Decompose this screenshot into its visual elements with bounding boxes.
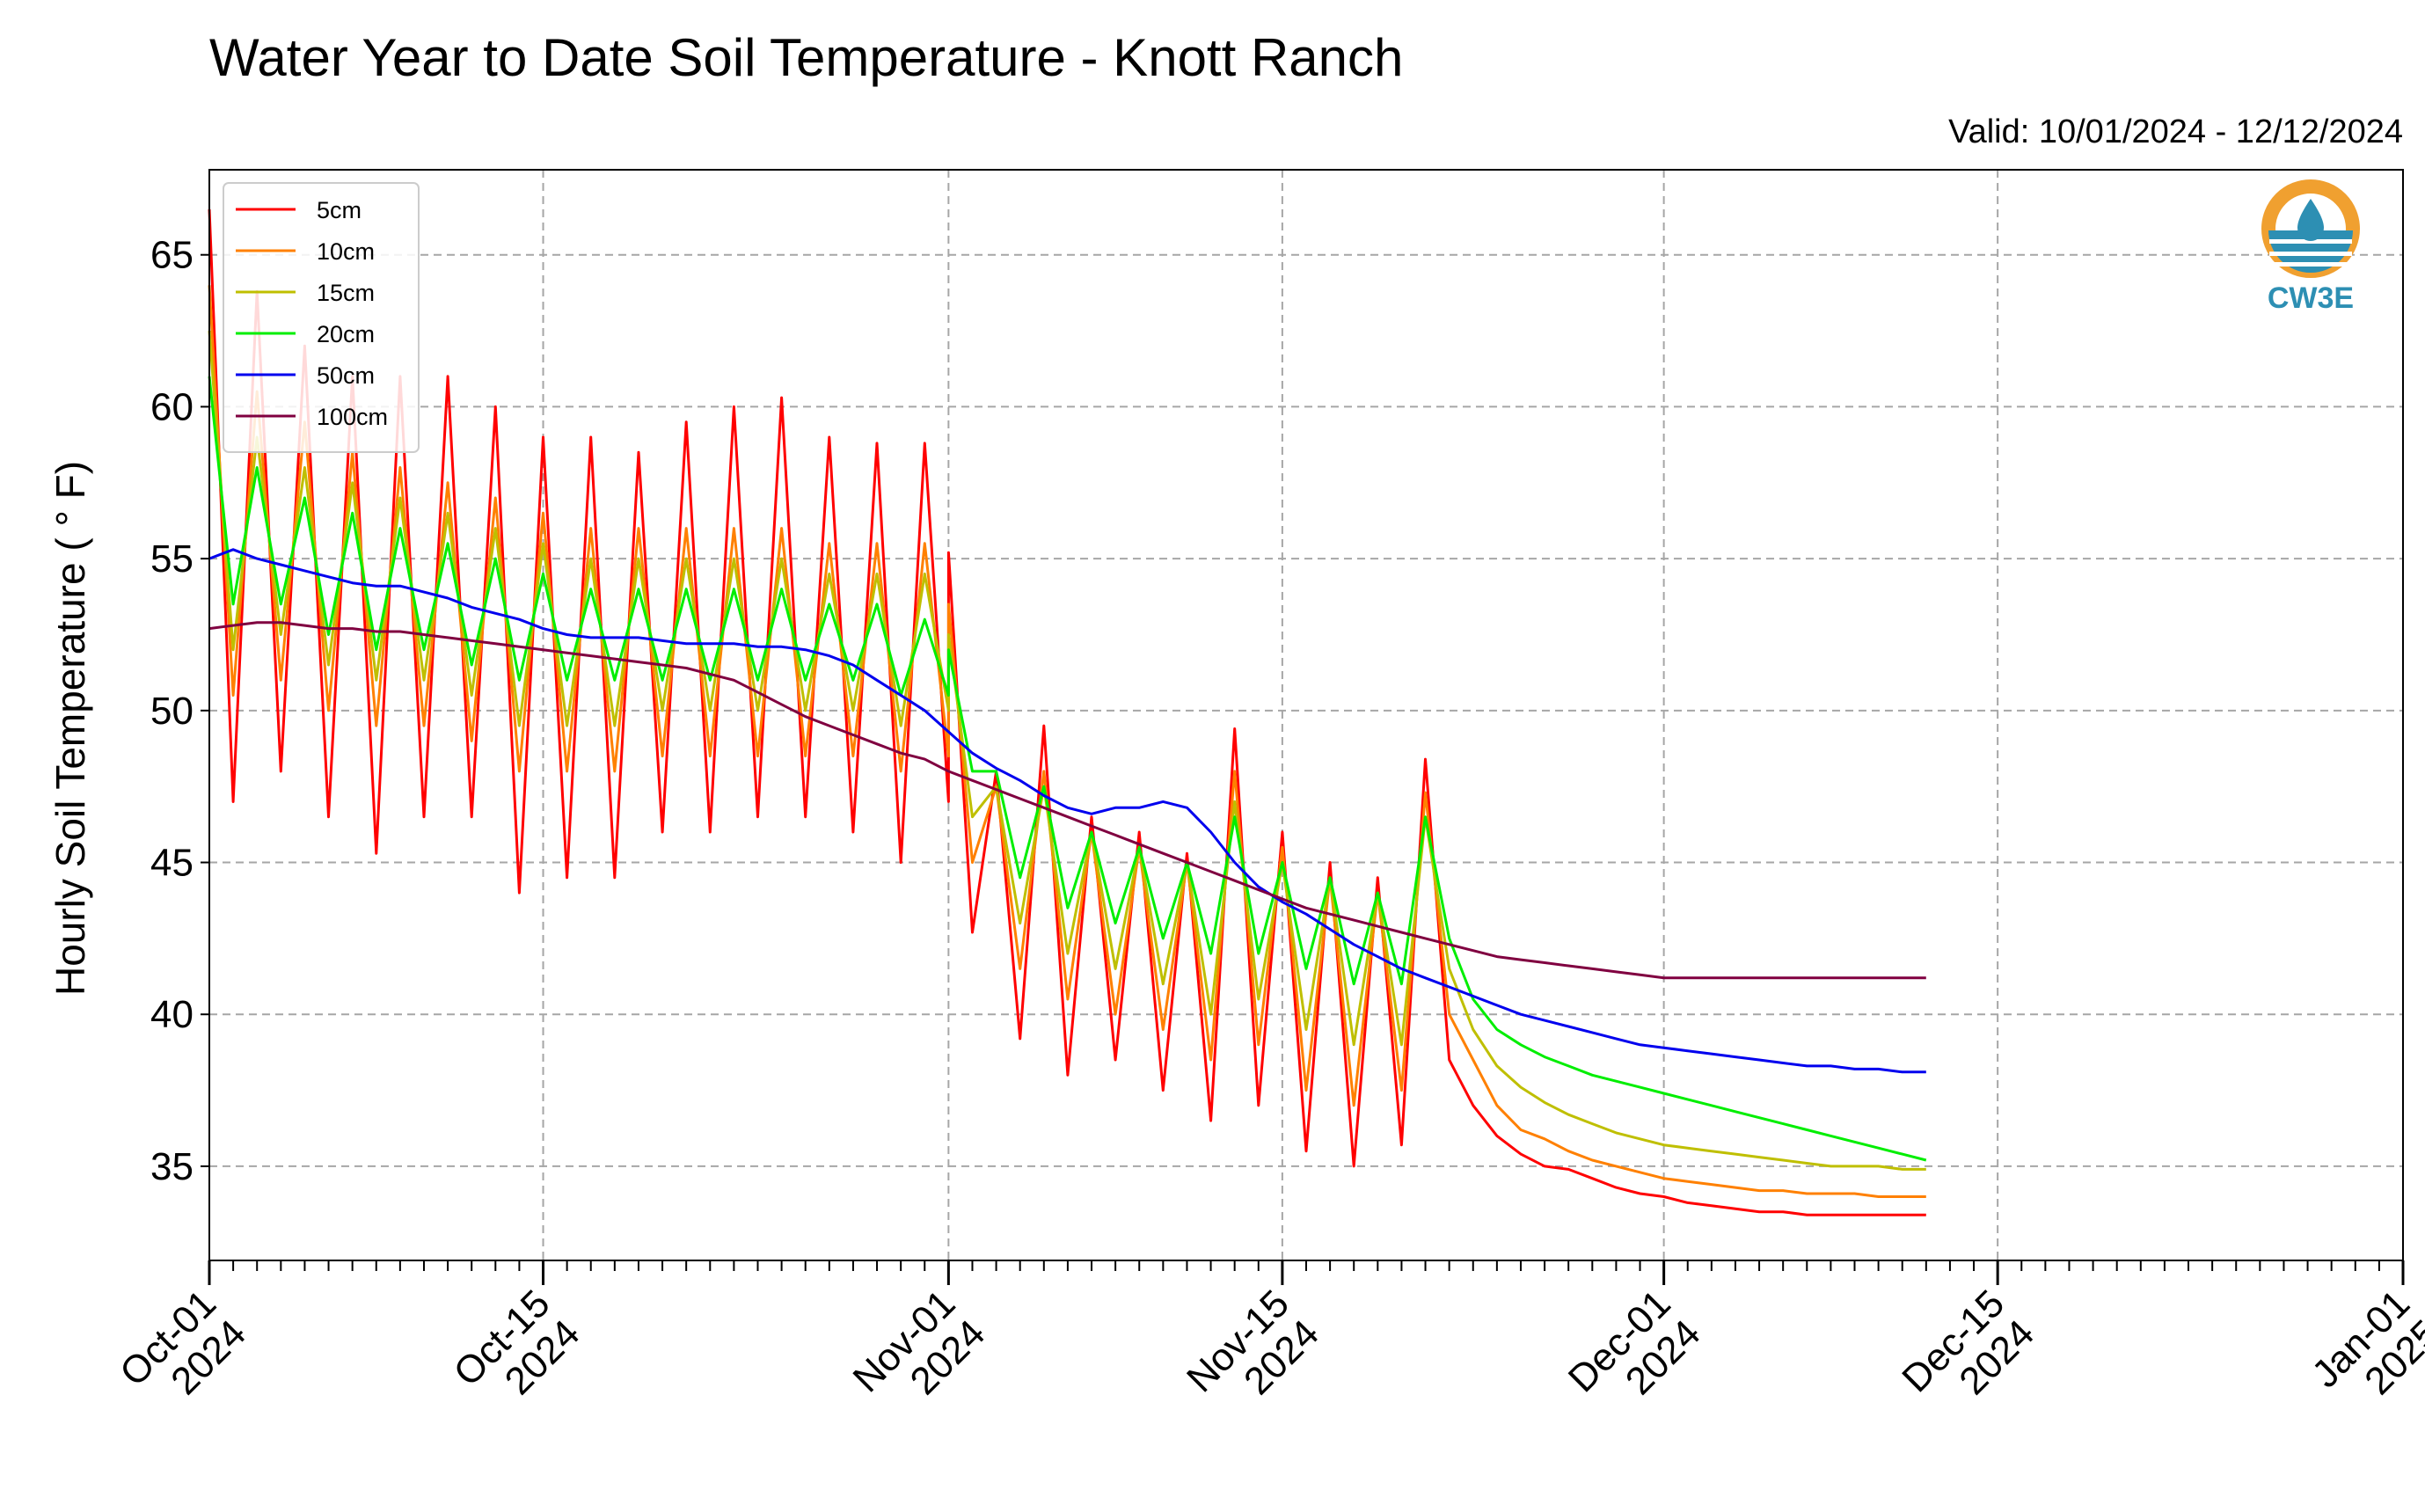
logo-text: CW3E xyxy=(2268,281,2354,315)
y-tick-label: 35 xyxy=(150,1145,194,1188)
y-tick-label: 65 xyxy=(150,234,194,277)
y-tick-label: 50 xyxy=(150,690,194,733)
y-tick-label: 55 xyxy=(150,537,194,581)
chart-subtitle: Valid: 10/01/2024 - 12/12/2024 xyxy=(1948,113,2403,150)
legend-label-20cm: 20cm xyxy=(317,321,375,347)
series-line-100cm xyxy=(208,621,1926,980)
y-axis-label: Hourly Soil Temperature ( ° F) xyxy=(47,461,93,996)
series-layer xyxy=(208,208,1927,1216)
legend-label-10cm: 10cm xyxy=(317,238,375,265)
grid-layer xyxy=(208,170,2404,1260)
cw3e-logo: CW3E xyxy=(2261,179,2360,315)
legend-label-50cm: 50cm xyxy=(317,362,375,389)
series-line-10cm xyxy=(208,285,1926,1198)
legend-label-5cm: 5cm xyxy=(317,197,362,223)
chart-title: Water Year to Date Soil Temperature - Kn… xyxy=(209,28,1403,87)
y-tick-label: 40 xyxy=(150,993,194,1036)
water-drop-logo-icon xyxy=(2261,179,2360,278)
y-tick-label: 45 xyxy=(150,842,194,885)
series-line-50cm xyxy=(208,548,1926,1074)
legend-label-15cm: 15cm xyxy=(317,280,375,306)
y-tick-label: 60 xyxy=(150,385,194,428)
plot-area-frame xyxy=(208,169,2404,1261)
series-line-15cm xyxy=(208,330,1926,1171)
legend: 5cm 10cm 15cm 20cm 50cm 100cm xyxy=(223,182,420,453)
legend-label-100cm: 100cm xyxy=(317,404,388,430)
series-line-20cm xyxy=(208,376,1927,1162)
series-line-5cm xyxy=(208,208,1926,1216)
